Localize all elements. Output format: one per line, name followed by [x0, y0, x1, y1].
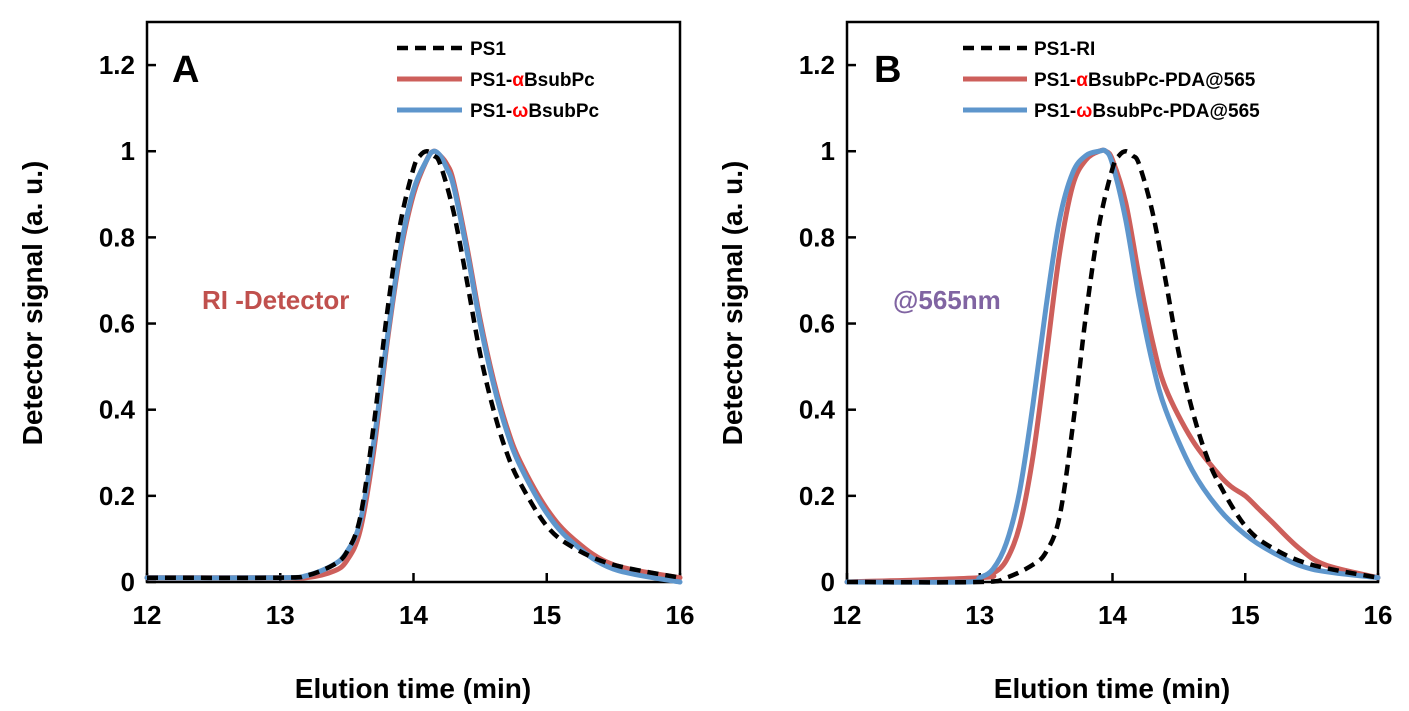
panel-a-letter: A: [172, 49, 199, 91]
panel-b-y-tick-label: 0.6: [799, 309, 835, 339]
panel-b-annotation: @565nm: [893, 285, 1001, 315]
legend-prefix: PS1-RI: [1034, 39, 1095, 60]
panel-b-chart: 0 0.2 0.4 0.6 0.8 1 1.2 12 13 14 15 16 B @565nm El…: [717, 20, 1393, 704]
panel-a-legend-entry-0: PS1: [470, 39, 506, 60]
panel-a-x-axis-title: Elution time (min): [295, 673, 531, 704]
panel-b-legend-entry-1: PS1-αBsubPc-PDA@565: [1034, 70, 1256, 91]
panel-a-legend-entry-2: PS1-ωBsubPc: [470, 101, 599, 122]
legend-suffix: BsubPc: [524, 70, 595, 91]
panel-b-y-tick-label: 0.4: [799, 395, 836, 425]
legend-greek-letter: ω: [512, 101, 528, 122]
panel-a-annotation: RI -Detector: [202, 285, 349, 315]
panel-b-y-tick-label: 0.8: [799, 222, 835, 252]
panel-b-y-tick-label: 0.2: [799, 481, 835, 511]
legend-greek-letter: α: [1076, 70, 1088, 91]
panel-b-x-tick-label: 14: [1098, 600, 1127, 630]
panel-b-x-tick-label: 16: [1364, 600, 1393, 630]
panel-b-legend-entry-0: PS1-RI: [1034, 39, 1095, 60]
panel-b-y-tick-label: 0: [821, 567, 835, 597]
panel-a-y-tick-label: 0.4: [99, 395, 136, 425]
legend-prefix: PS1-: [1034, 101, 1076, 122]
legend-suffix: BsubPc-PDA@565: [1088, 70, 1256, 91]
panel-b-y-tick-label: 1: [821, 136, 835, 166]
panel-a-x-ticks: 12 13 14 15 16: [133, 573, 695, 630]
panel-b-y-tick-label: 1.2: [799, 50, 835, 80]
panel-b-x-tick-label: 13: [965, 600, 994, 630]
panel-a-legend-entry-1: PS1-αBsubPc: [470, 70, 595, 91]
panel-a-y-ticks: 0 0.2 0.4 0.6 0.8 1 1.2: [99, 50, 156, 597]
panel-a-y-tick-label: 1.2: [99, 50, 135, 80]
panel-b-letter: B: [874, 49, 901, 91]
panel-b-y-axis-title: Detector signal (a. u.): [717, 161, 748, 446]
panel-a-series-line-1: [144, 148, 683, 581]
panel-a-chart: 0 0.2 0.4 0.6 0.8 1 1.2 12 13 14 15 16 A RI -Detec…: [17, 20, 695, 704]
panel-a-series: [144, 148, 683, 585]
panel-a-x-tick-label: 16: [666, 600, 695, 630]
legend-suffix: BsubPc: [528, 101, 599, 122]
panel-a-y-tick-label: 0.8: [99, 222, 135, 252]
panel-b-series-line-0: [846, 148, 1379, 585]
panel-b-x-axis-title: Elution time (min): [994, 673, 1230, 704]
panel-a-x-tick-label: 15: [532, 600, 561, 630]
legend-suffix: BsubPc-PDA@565: [1092, 101, 1260, 122]
panel-b-x-tick-label: 12: [833, 600, 862, 630]
panel-a-series-line-2: [144, 148, 683, 585]
legend-greek-letter: α: [512, 70, 524, 91]
panel-a-x-tick-label: 13: [266, 600, 295, 630]
panel-b-series-line-1: [844, 147, 1381, 585]
panel-a-y-tick-label: 1: [121, 136, 135, 166]
legend-prefix: PS1-: [470, 70, 512, 91]
panel-a-y-tick-label: 0.6: [99, 309, 135, 339]
legend-prefix: PS1-: [1034, 70, 1076, 91]
panel-b-series-line-2: [844, 147, 1381, 585]
panel-a-y-axis-title: Detector signal (a. u.): [17, 161, 48, 446]
panel-b-series: [844, 147, 1381, 585]
panel-b-x-tick-label: 15: [1231, 600, 1260, 630]
panel-b-y-ticks: 0 0.2 0.4 0.6 0.8 1 1.2: [799, 50, 856, 597]
panel-b-legend: PS1-RIPS1-αBsubPc-PDA@565PS1-ωBsubPc-PDA…: [963, 39, 1260, 122]
legend-prefix: PS1-: [470, 101, 512, 122]
legend-prefix: PS1: [470, 39, 506, 60]
panel-b-legend-entry-2: PS1-ωBsubPc-PDA@565: [1034, 101, 1260, 122]
panel-b-x-ticks: 12 13 14 15 16: [833, 573, 1393, 630]
panel-a-x-tick-label: 12: [133, 600, 162, 630]
legend-greek-letter: ω: [1076, 101, 1092, 122]
panel-a-x-tick-label: 14: [399, 600, 428, 630]
panel-a-y-tick-label: 0.2: [99, 481, 135, 511]
panel-a-series-line-0: [146, 148, 681, 581]
panel-a-y-tick-label: 0: [121, 567, 135, 597]
